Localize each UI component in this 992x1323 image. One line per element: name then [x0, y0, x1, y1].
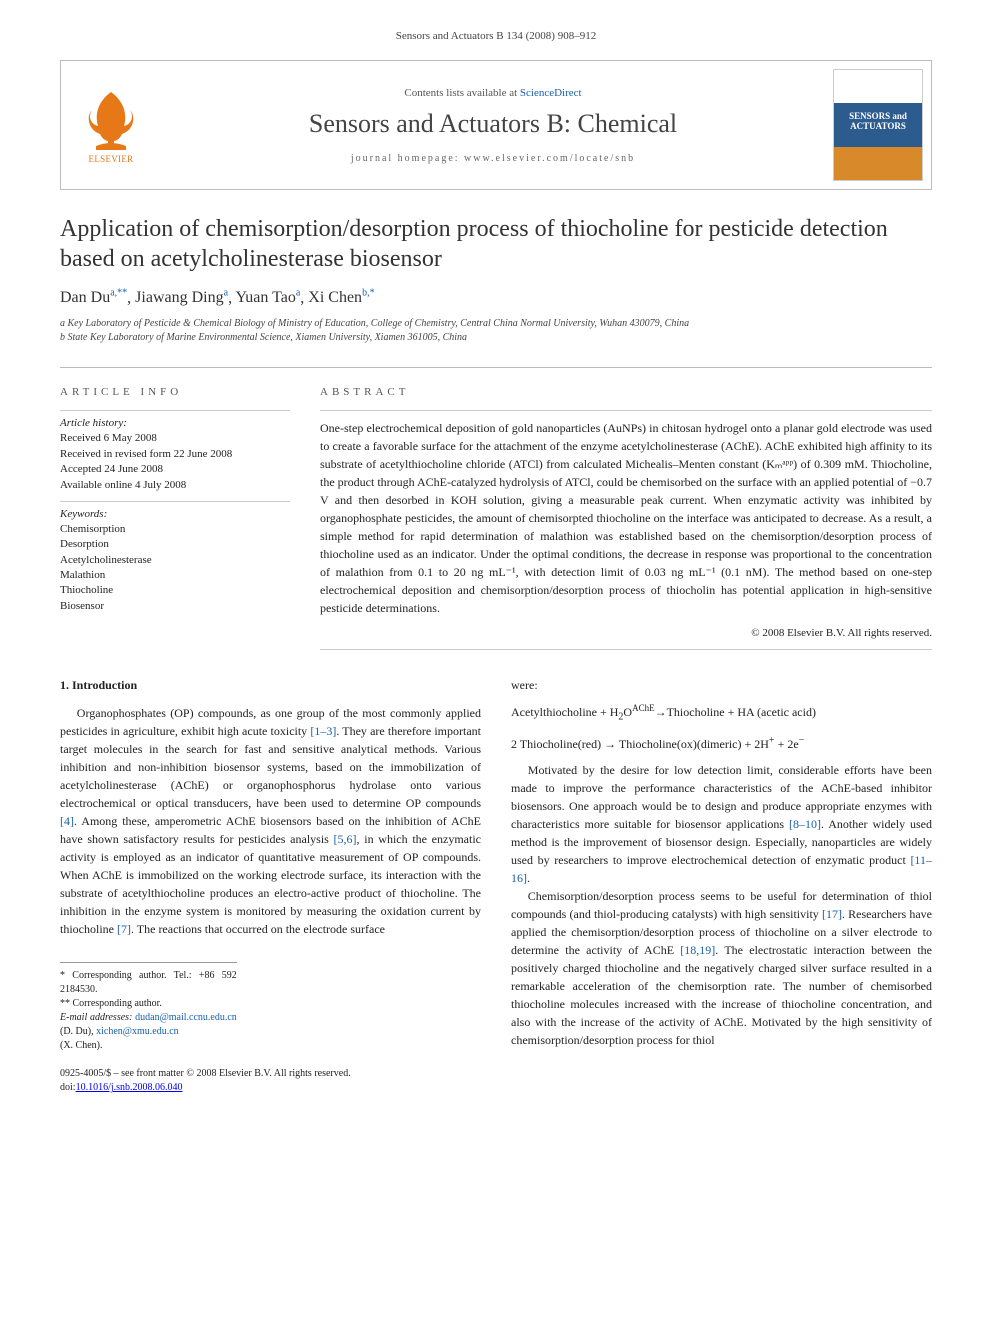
info-abstract-row: ARTICLE INFO Article history: Received 6… — [60, 367, 932, 650]
body-paragraph: Motivated by the desire for low detectio… — [511, 761, 932, 887]
footnote-star: * Corresponding author. Tel.: +86 592 21… — [60, 969, 237, 997]
author-0: Dan Dua,** — [60, 289, 127, 306]
author-name: Xi Chen — [308, 289, 362, 306]
right-column: were: Acetylthiocholine + H2OAChE→Thioch… — [511, 676, 932, 1053]
keyword: Biosensor — [60, 599, 290, 614]
footnotes: * Corresponding author. Tel.: +86 592 21… — [60, 962, 237, 1053]
author-2: Yuan Taoa — [235, 289, 300, 306]
publisher-name: ELSEVIER — [89, 154, 134, 164]
equation-2: 2 Thiocholine(red) → Thiocholine(ox)(dim… — [511, 733, 932, 753]
contents-available-prefix: Contents lists available at — [404, 87, 519, 99]
body-paragraph: Organophosphates (OP) compounds, as one … — [60, 704, 481, 938]
journal-cover-thumb: SENSORS and ACTUATORS — [833, 69, 923, 181]
ref-link[interactable]: [8–10] — [789, 817, 821, 831]
affiliation-a: a Key Laboratory of Pesticide & Chemical… — [60, 317, 932, 331]
sciencedirect-link[interactable]: ScienceDirect — [520, 87, 582, 99]
ref-link[interactable]: [7] — [117, 922, 131, 936]
author-name: Jiawang Ding — [135, 289, 223, 306]
author-marks: b,* — [362, 288, 375, 299]
history-line: Accepted 24 June 2008 — [60, 462, 290, 477]
abstract-column: ABSTRACT One-step electrochemical deposi… — [320, 386, 932, 650]
front-matter-line: 0925-4005/$ – see front matter © 2008 El… — [60, 1067, 932, 1081]
author-1: Jiawang Dinga — [135, 289, 228, 306]
author-marks: a — [224, 288, 228, 299]
section-heading: 1. Introduction — [60, 676, 481, 694]
footnote-emails: E-mail addresses: dudan@mail.ccnu.edu.cn… — [60, 1011, 237, 1053]
journal-name: Sensors and Actuators B: Chemical — [309, 109, 677, 139]
article-history-head: Article history: — [60, 410, 290, 429]
article-info-heading: ARTICLE INFO — [60, 386, 290, 398]
keyword: Thiocholine — [60, 583, 290, 598]
were-line: were: — [511, 676, 932, 694]
abstract-text: One-step electrochemical deposition of g… — [320, 410, 932, 617]
ref-link[interactable]: [18,19] — [680, 943, 715, 957]
keyword: Acetylcholinesterase — [60, 553, 290, 568]
contents-available: Contents lists available at ScienceDirec… — [404, 87, 581, 99]
doi-link[interactable]: 10.1016/j.snb.2008.06.040 — [76, 1082, 183, 1093]
email-label: E-mail addresses: — [60, 1012, 132, 1023]
abstract-copyright: © 2008 Elsevier B.V. All rights reserved… — [320, 627, 932, 650]
author-marks: a,** — [110, 288, 127, 299]
authors-line: Dan Dua,**, Jiawang Dinga, Yuan Taoa, Xi… — [60, 288, 932, 307]
history-line: Received in revised form 22 June 2008 — [60, 447, 290, 462]
history-line: Received 6 May 2008 — [60, 431, 290, 446]
publisher-logo: ELSEVIER — [61, 61, 161, 189]
doi-label: doi: — [60, 1082, 76, 1093]
equation-1: Acetylthiocholine + H2OAChE→Thiocholine … — [511, 702, 932, 724]
ref-link[interactable]: [11–16] — [511, 853, 932, 885]
author-marks: a — [296, 288, 300, 299]
author-name: Yuan Tao — [235, 289, 295, 306]
affiliations: a Key Laboratory of Pesticide & Chemical… — [60, 317, 932, 345]
history-line: Available online 4 July 2008 — [60, 478, 290, 493]
cover-title: SENSORS and ACTUATORS — [834, 112, 922, 132]
email-link[interactable]: xichen@xmu.edu.cn — [96, 1026, 179, 1037]
body-paragraph: Chemisorption/desorption process seems t… — [511, 887, 932, 1049]
running-head: Sensors and Actuators B 134 (2008) 908–9… — [60, 30, 932, 42]
abstract-heading: ABSTRACT — [320, 386, 932, 398]
journal-homepage: journal homepage: www.elsevier.com/locat… — [351, 153, 635, 164]
ref-link[interactable]: [4] — [60, 814, 74, 828]
email-who: (X. Chen). — [60, 1039, 237, 1053]
contents-banner: ELSEVIER Contents lists available at Sci… — [60, 60, 932, 190]
contents-center: Contents lists available at ScienceDirec… — [161, 61, 825, 189]
doi-line: doi:10.1016/j.snb.2008.06.040 — [60, 1081, 932, 1095]
article-history-block: Article history: Received 6 May 2008 Rec… — [60, 410, 290, 502]
keywords-head: Keywords: — [60, 508, 290, 520]
ref-link[interactable]: [17] — [822, 907, 842, 921]
ref-link[interactable]: [5,6] — [334, 832, 357, 846]
left-column: 1. Introduction Organophosphates (OP) co… — [60, 676, 481, 1053]
page-footer: 0925-4005/$ – see front matter © 2008 El… — [60, 1067, 932, 1095]
email-link[interactable]: dudan@mail.ccnu.edu.cn — [135, 1012, 237, 1023]
footnote-dstar: ** Corresponding author. — [60, 997, 237, 1011]
keyword: Malathion — [60, 568, 290, 583]
article-info: ARTICLE INFO Article history: Received 6… — [60, 386, 290, 650]
author-3: Xi Chenb,* — [308, 289, 374, 306]
elsevier-tree-icon — [80, 86, 142, 152]
body-columns: 1. Introduction Organophosphates (OP) co… — [60, 676, 932, 1053]
email-who: (D. Du), — [60, 1026, 96, 1037]
keyword: Chemisorption — [60, 522, 290, 537]
affiliation-b: b State Key Laboratory of Marine Environ… — [60, 331, 932, 345]
article-title: Application of chemisorption/desorption … — [60, 214, 932, 274]
ref-link[interactable]: [1–3] — [310, 724, 336, 738]
keyword: Desorption — [60, 537, 290, 552]
author-name: Dan Du — [60, 289, 110, 306]
